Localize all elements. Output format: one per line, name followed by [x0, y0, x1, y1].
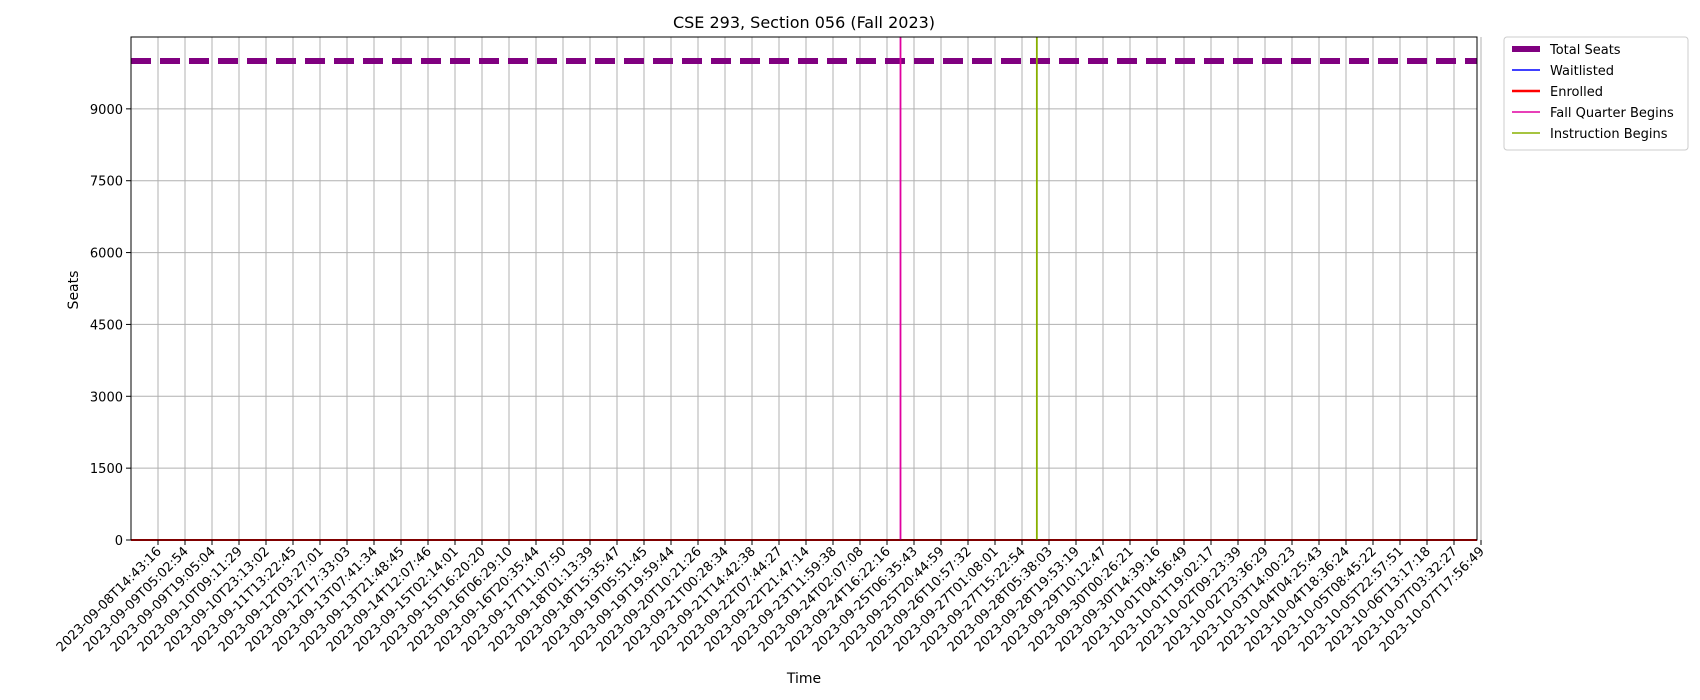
y-tick-label: 9000	[90, 103, 123, 118]
y-tick-label: 6000	[90, 247, 123, 262]
legend-box	[1503, 36, 1689, 151]
y-tick-label: 7500	[90, 175, 123, 190]
plot-area: 01500300045006000750090002023-09-08T14:4…	[54, 36, 1488, 655]
chart-title: CSE 293, Section 056 (Fall 2023)	[673, 13, 935, 32]
legend: Total Seats Waitlisted Enrolled Fall Quarte…	[1503, 36, 1689, 151]
legend-label: Instruction Begins	[1550, 127, 1668, 142]
plot-frame	[130, 36, 1478, 541]
legend-label: Enrolled	[1550, 85, 1603, 100]
y-tick-label: 1500	[90, 462, 123, 477]
x-axis-label: Time	[786, 671, 821, 687]
y-axis-label: Seats	[66, 271, 82, 310]
legend-label: Waitlisted	[1550, 64, 1614, 79]
y-tick-label: 0	[115, 534, 123, 549]
legend-label: Fall Quarter Begins	[1550, 106, 1674, 121]
legend-label: Total Seats	[1549, 43, 1621, 58]
y-tick-label: 3000	[90, 390, 123, 405]
y-tick-label: 4500	[90, 318, 123, 333]
